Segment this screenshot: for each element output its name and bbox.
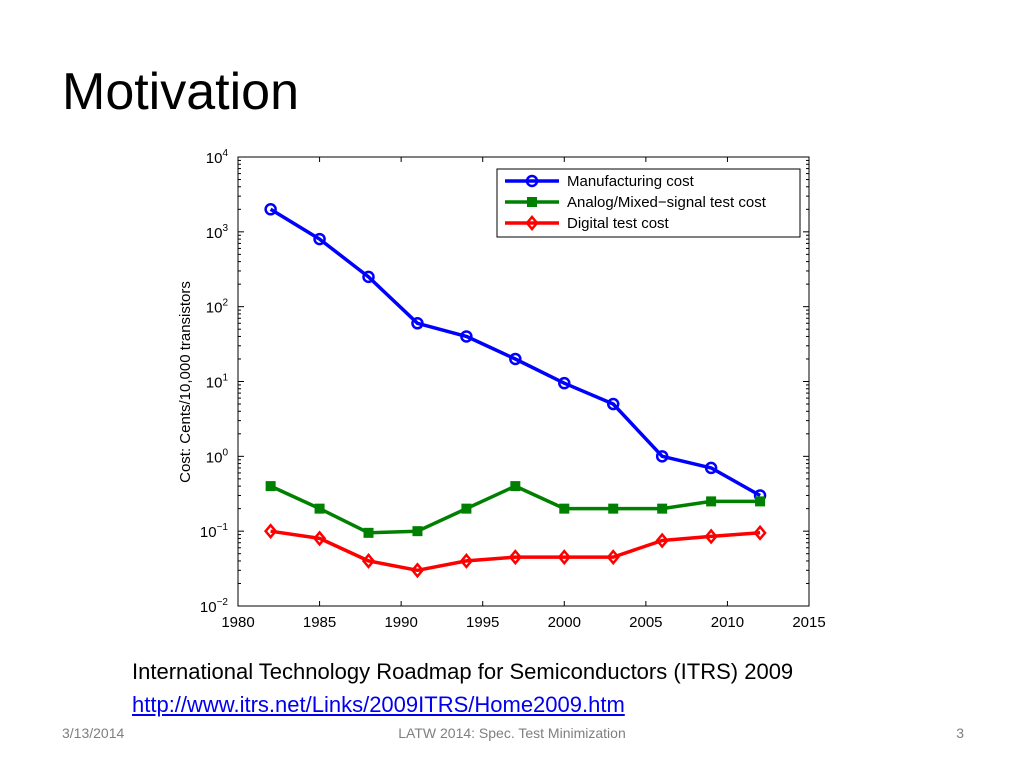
data-point <box>508 549 522 566</box>
legend: Manufacturing cost Analog/Mixed−signal te… <box>496 168 801 238</box>
slide-title: Motivation <box>62 63 299 121</box>
x-tick-label: 1995 <box>466 614 499 631</box>
series-line <box>270 529 761 573</box>
footer-title: LATW 2014: Spec. Test Minimization <box>398 725 626 741</box>
x-tick-label: 2015 <box>792 614 825 631</box>
legend-item: Manufacturing cost <box>505 173 695 190</box>
data-point <box>313 232 326 246</box>
y-tick-label: 102 <box>206 298 229 317</box>
chart-svg: 1980 1985 1990 1995 2000 2005 2010 2015 10−2 10−1… <box>177 148 826 631</box>
y-tick-label: 100 <box>206 447 229 466</box>
data-point <box>264 523 278 540</box>
data-point <box>412 526 423 537</box>
data-point <box>704 528 718 545</box>
legend-marker <box>527 197 537 207</box>
data-point <box>606 549 620 566</box>
legend-item: Digital test cost <box>505 215 670 232</box>
y-tick-label: 101 <box>206 373 229 392</box>
caption-text: International Technology Roadmap for Sem… <box>132 659 794 684</box>
data-point <box>657 503 668 514</box>
x-tick-label: 2005 <box>629 614 662 631</box>
data-point <box>559 503 570 514</box>
data-point <box>265 481 276 492</box>
legend-marker <box>525 215 539 231</box>
data-point <box>558 376 571 390</box>
source-link[interactable]: http://www.itrs.net/Links/2009ITRS/Home2… <box>132 692 625 717</box>
data-point <box>363 527 374 538</box>
data-point <box>314 503 325 514</box>
x-tick-label: 2010 <box>711 614 744 631</box>
series-line <box>269 207 761 498</box>
source-caption: International Technology Roadmap for Sem… <box>132 655 793 721</box>
data-point <box>460 330 473 343</box>
data-point <box>410 562 425 579</box>
data-point <box>510 481 521 492</box>
data-point <box>461 503 472 514</box>
data-point <box>264 203 277 216</box>
data-point <box>606 397 620 411</box>
data-point <box>361 552 376 569</box>
data-point <box>557 549 571 566</box>
page-number: 3 <box>956 725 964 741</box>
y-tick-label: 104 <box>206 148 229 167</box>
x-tick-label: 1990 <box>384 614 417 631</box>
data-point <box>755 496 766 507</box>
legend-marker <box>525 174 539 188</box>
data-point <box>655 450 669 463</box>
legend-label: Analog/Mixed−signal test cost <box>567 194 767 211</box>
legend-label: Manufacturing cost <box>567 173 695 190</box>
x-tick-label: 1980 <box>221 614 254 631</box>
data-point <box>362 270 375 284</box>
footer-date: 3/13/2014 <box>62 725 125 741</box>
y-tick-label: 10−2 <box>200 597 229 616</box>
data-point <box>608 503 619 514</box>
y-tick-label: 10−1 <box>200 522 229 541</box>
x-tick-label: 2000 <box>548 614 581 631</box>
data-point <box>312 530 327 547</box>
series-3 <box>264 523 767 579</box>
cost-chart: 1980 1985 1990 1995 2000 2005 2010 2015 10−2 10−1… <box>170 140 835 635</box>
x-tick-label: 1985 <box>303 614 336 631</box>
data-point <box>459 552 474 569</box>
legend-label: Digital test cost <box>567 215 670 232</box>
y-axis-label: Cost: Cents/10,000 transistors <box>177 281 194 483</box>
data-point <box>509 352 522 366</box>
legend-item: Analog/Mixed−signal test cost <box>505 194 767 211</box>
series-2 <box>265 481 766 538</box>
data-point <box>411 317 424 330</box>
data-point <box>706 496 717 507</box>
data-point <box>655 532 669 549</box>
data-point <box>753 524 767 541</box>
y-tick-label: 103 <box>206 223 229 242</box>
data-point <box>704 461 718 475</box>
